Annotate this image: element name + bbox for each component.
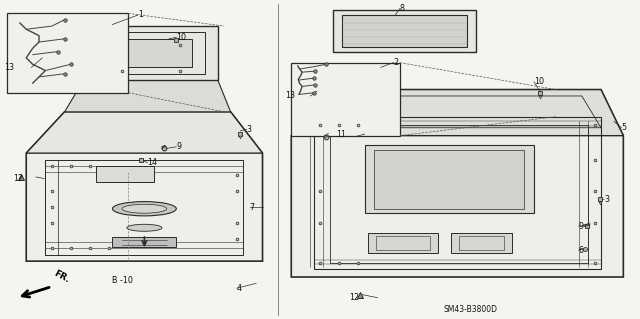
Text: 5: 5 — [621, 123, 627, 132]
Text: 11: 11 — [336, 130, 346, 138]
Polygon shape — [342, 15, 467, 47]
Ellipse shape — [122, 204, 167, 213]
Text: 9: 9 — [579, 222, 584, 231]
Polygon shape — [291, 90, 623, 277]
Text: 1: 1 — [138, 11, 143, 19]
Text: 7: 7 — [250, 203, 255, 211]
Polygon shape — [84, 26, 218, 80]
Text: 2: 2 — [394, 58, 399, 67]
Text: B -10: B -10 — [113, 276, 133, 285]
Polygon shape — [374, 150, 524, 209]
Polygon shape — [333, 10, 476, 51]
Polygon shape — [7, 13, 129, 93]
Polygon shape — [113, 237, 176, 247]
Polygon shape — [291, 63, 400, 136]
Text: 12: 12 — [349, 293, 359, 302]
Text: 6: 6 — [579, 246, 584, 255]
Text: 9: 9 — [176, 142, 181, 151]
Text: 13: 13 — [4, 63, 14, 72]
Text: 12: 12 — [13, 174, 24, 183]
Text: 10: 10 — [176, 33, 186, 42]
Text: 13: 13 — [285, 92, 295, 100]
Text: 8: 8 — [400, 4, 405, 13]
Polygon shape — [291, 90, 623, 136]
Polygon shape — [26, 112, 262, 153]
Text: FR.: FR. — [52, 269, 70, 285]
Text: 14: 14 — [148, 158, 157, 167]
Text: 10: 10 — [534, 77, 544, 86]
Text: 3: 3 — [246, 125, 252, 134]
Ellipse shape — [127, 224, 162, 231]
Polygon shape — [97, 166, 154, 182]
Ellipse shape — [113, 202, 176, 216]
Polygon shape — [65, 80, 230, 112]
Text: 3: 3 — [604, 195, 609, 204]
Polygon shape — [109, 39, 192, 67]
Polygon shape — [365, 145, 534, 213]
Text: SM43-B3800D: SM43-B3800D — [443, 306, 497, 315]
Polygon shape — [451, 233, 511, 253]
Text: 4: 4 — [237, 284, 242, 293]
Polygon shape — [26, 112, 262, 261]
Polygon shape — [368, 233, 438, 253]
